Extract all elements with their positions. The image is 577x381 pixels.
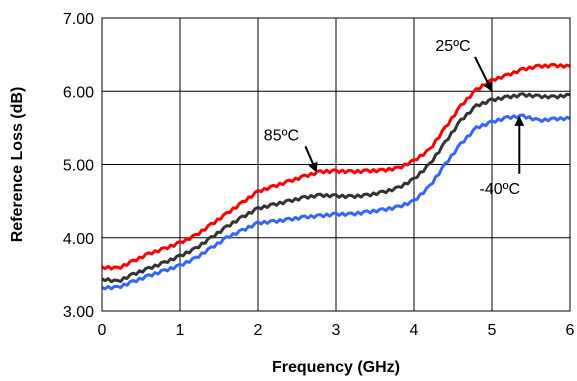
x-axis-label: Frequency (GHz): [272, 359, 400, 376]
y-tick-label: 3.00: [63, 304, 94, 321]
x-tick-label: 3: [332, 322, 341, 339]
x-tick-label: 5: [488, 322, 497, 339]
series-line-0: [101, 62, 571, 271]
x-tick-label: 0: [98, 322, 107, 339]
grid: [102, 18, 570, 311]
y-tick-label: 4.00: [63, 231, 94, 248]
y-tick-label: 6.00: [63, 84, 94, 101]
tick-labels: 0 1 2 3 4 5 6 3.00 4.00 5.00 6.00 7.00: [63, 11, 575, 339]
series-lines: [101, 62, 571, 291]
annotations: 85ºC 25ºC -40ºC: [264, 38, 525, 198]
series-line-2: [101, 113, 571, 291]
x-tick-label: 1: [176, 322, 185, 339]
y-axis-label: Reference Loss (dB): [9, 87, 26, 243]
x-tick-label: 6: [566, 322, 575, 339]
x-tick-label: 4: [410, 322, 419, 339]
annotation-label: -40ºC: [480, 181, 521, 198]
y-tick-label: 7.00: [63, 11, 94, 28]
y-tick-label: 5.00: [63, 158, 94, 175]
x-tick-label: 2: [254, 322, 263, 339]
annotation-arrow: [304, 145, 318, 173]
annotation-label: 85ºC: [264, 127, 299, 144]
plot-frame: [101, 17, 571, 312]
annotation-arrow: [474, 56, 493, 93]
series-line-1: [101, 92, 571, 284]
annotation-label: 25ºC: [435, 38, 470, 55]
